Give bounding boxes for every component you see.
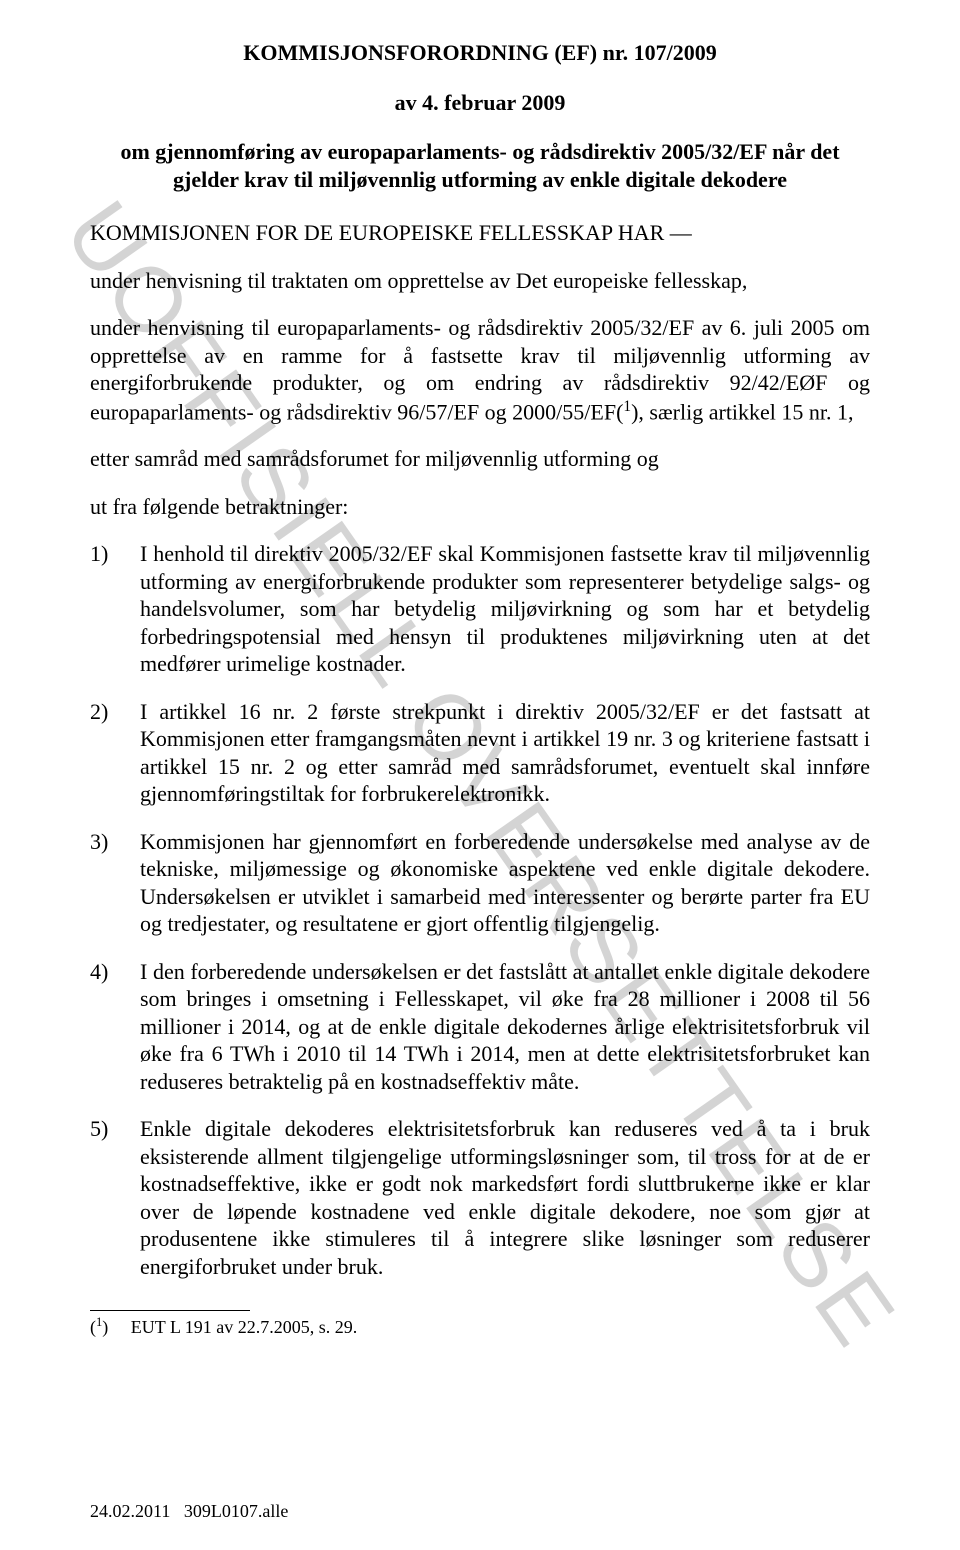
- preamble-directive: under henvisning til europaparlaments- o…: [90, 314, 870, 425]
- preamble-considerations: ut fra følgende betraktninger:: [90, 493, 870, 521]
- recital-number: 4): [90, 958, 140, 1096]
- page-footer: 24.02.2011 309L0107.alle: [90, 1501, 288, 1522]
- recital-item: 2)I artikkel 16 nr. 2 første strekpunkt …: [90, 698, 870, 808]
- recital-text: I den forberedende undersøkelsen er det …: [140, 958, 870, 1096]
- recital-number: 5): [90, 1115, 140, 1280]
- footer-date: 24.02.2011: [90, 1501, 170, 1521]
- recital-item: 5)Enkle digitale dekoderes elektrisitets…: [90, 1115, 870, 1280]
- footnote-text: EUT L 191 av 22.7.2005, s. 29.: [131, 1317, 358, 1337]
- recital-item: 3)Kommisjonen har gjennomført en forbere…: [90, 828, 870, 938]
- recital-item: 4)I den forberedende undersøkelsen er de…: [90, 958, 870, 1096]
- recital-number: 1): [90, 540, 140, 678]
- document-title: KOMMISJONSFORORDNING (EF) nr. 107/2009: [90, 40, 870, 66]
- preamble-treaty: under henvisning til traktaten om oppret…: [90, 267, 870, 295]
- recital-item: 1)I henhold til direktiv 2005/32/EF skal…: [90, 540, 870, 678]
- footnote-marker: 1: [96, 1315, 102, 1329]
- preamble-directive-b: ), særlig artikkel 15 nr. 1,: [631, 399, 853, 424]
- document-intro: om gjennomføring av europaparlaments- og…: [120, 138, 840, 193]
- document-date: av 4. februar 2009: [90, 90, 870, 116]
- recital-number: 3): [90, 828, 140, 938]
- footnote-ref-1: 1: [623, 398, 631, 415]
- footer-ref: 309L0107.alle: [184, 1501, 288, 1521]
- preamble-authority: KOMMISJONEN FOR DE EUROPEISKE FELLESSKAP…: [90, 219, 870, 247]
- recital-text: Enkle digitale dekoderes elektrisitetsfo…: [140, 1115, 870, 1280]
- recital-text: Kommisjonen har gjennomført en forberede…: [140, 828, 870, 938]
- recital-number: 2): [90, 698, 140, 808]
- footnote-separator: [90, 1310, 250, 1311]
- recital-text: I artikkel 16 nr. 2 første strekpunkt i …: [140, 698, 870, 808]
- footnote-1: (1) EUT L 191 av 22.7.2005, s. 29.: [90, 1315, 870, 1338]
- recital-text: I henhold til direktiv 2005/32/EF skal K…: [140, 540, 870, 678]
- preamble-consult: etter samråd med samrådsforumet for milj…: [90, 445, 870, 473]
- recital-list: 1)I henhold til direktiv 2005/32/EF skal…: [90, 540, 870, 1280]
- page: UOFFISIELL OVERSETTELSE KOMMISJONSFORORD…: [0, 0, 960, 1550]
